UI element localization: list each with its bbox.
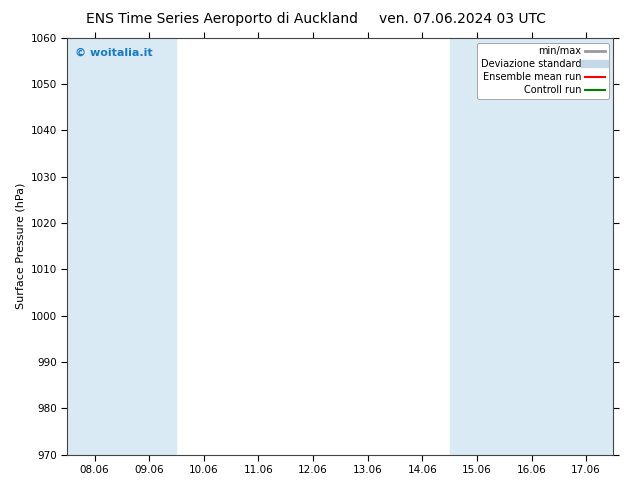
- Text: © woitalia.it: © woitalia.it: [75, 48, 153, 58]
- Bar: [450, 38, 504, 455]
- Bar: [504, 38, 559, 455]
- Text: ven. 07.06.2024 03 UTC: ven. 07.06.2024 03 UTC: [379, 12, 547, 26]
- Bar: [67, 38, 122, 455]
- Legend: min/max, Deviazione standard, Ensemble mean run, Controll run: min/max, Deviazione standard, Ensemble m…: [477, 43, 609, 99]
- Y-axis label: Surface Pressure (hPa): Surface Pressure (hPa): [15, 183, 25, 309]
- Bar: [122, 38, 176, 455]
- Text: ENS Time Series Aeroporto di Auckland: ENS Time Series Aeroporto di Auckland: [86, 12, 358, 26]
- Bar: [559, 38, 614, 455]
